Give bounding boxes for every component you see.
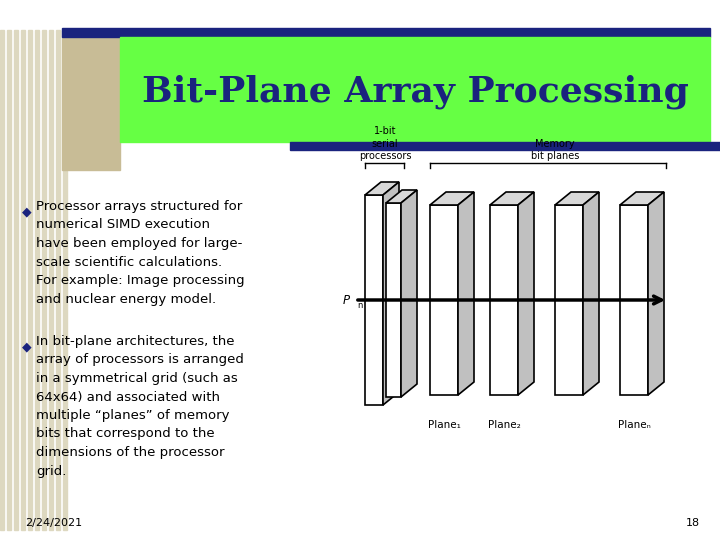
Text: ◆: ◆ [22, 340, 32, 353]
Bar [0, 30, 4, 530]
Bar [290, 142, 720, 150]
Text: 1-bit
serial
processors: 1-bit serial processors [359, 126, 411, 161]
Bar [49, 30, 53, 530]
Polygon shape [490, 192, 534, 205]
Polygon shape [430, 205, 458, 395]
Text: Memory
bit planes: Memory bit planes [531, 139, 579, 161]
Text: P: P [343, 294, 350, 307]
Text: 2/24/2021: 2/24/2021 [25, 518, 82, 528]
Polygon shape [490, 205, 518, 395]
Text: 18: 18 [686, 518, 700, 528]
Polygon shape [620, 205, 648, 395]
Text: n: n [357, 300, 362, 309]
Bar [35, 30, 39, 530]
Polygon shape [386, 190, 417, 203]
Text: Plane₂: Plane₂ [487, 420, 521, 430]
Polygon shape [555, 205, 583, 395]
Polygon shape [620, 192, 664, 205]
Polygon shape [401, 190, 417, 397]
Polygon shape [430, 192, 474, 205]
Polygon shape [583, 192, 599, 395]
Polygon shape [518, 192, 534, 395]
Text: Processor arrays structured for
numerical SIMD execution
have been employed for : Processor arrays structured for numerica… [36, 200, 245, 306]
Bar [62, 30, 120, 170]
Text: In bit-plane architectures, the
array of processors is arranged
in a symmetrical: In bit-plane architectures, the array of… [36, 335, 244, 477]
Bar [14, 30, 18, 530]
Text: ◆: ◆ [22, 205, 32, 218]
Polygon shape [648, 192, 664, 395]
Bar [120, 37, 710, 142]
Polygon shape [365, 195, 383, 405]
Polygon shape [555, 192, 599, 205]
Bar [56, 30, 60, 530]
Bar [28, 30, 32, 530]
Bar [7, 30, 11, 530]
Text: Planeₙ: Planeₙ [618, 420, 650, 430]
Polygon shape [386, 203, 401, 397]
Text: Plane₁: Plane₁ [428, 420, 460, 430]
Bar [42, 30, 46, 530]
Bar [63, 30, 67, 530]
Bar [62, 28, 710, 37]
Text: Bit-Plane Array Processing: Bit-Plane Array Processing [142, 75, 688, 109]
Polygon shape [365, 182, 399, 195]
Bar [21, 30, 25, 530]
Polygon shape [383, 182, 399, 405]
Polygon shape [458, 192, 474, 395]
